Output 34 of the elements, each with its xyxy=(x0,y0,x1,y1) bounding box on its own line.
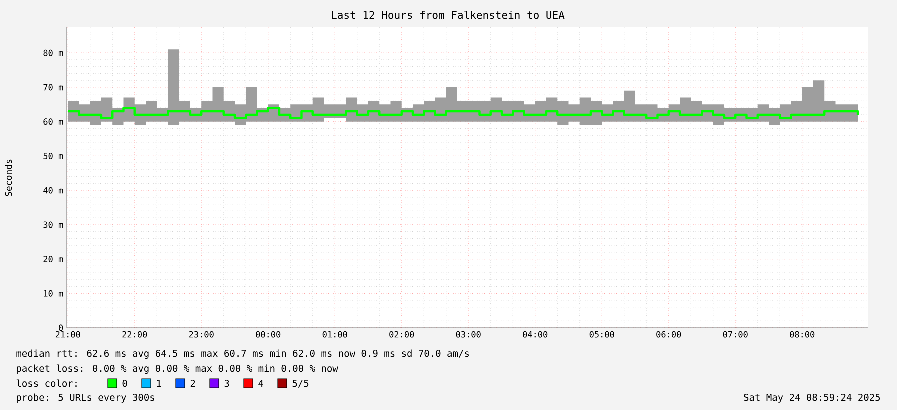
text: packet loss: 0.00 % avg 0.00 % max 0.00 % min 0.00 % now xyxy=(17,364,338,374)
legend-label: 3 xyxy=(224,380,230,388)
x-tick-label: 04:00 xyxy=(523,331,548,338)
x-tick-label: 01:00 xyxy=(322,331,348,338)
x-tick-label: 07:00 xyxy=(723,331,748,338)
y-tick-label: 70 m xyxy=(44,84,64,91)
y-tick-label: 30 m xyxy=(44,222,64,228)
legend-label: 4 xyxy=(258,380,264,387)
text: Sat May 24 08:59:24 2025 xyxy=(744,394,880,403)
x-tick-label: 05:00 xyxy=(590,331,614,338)
x-tick-label: 08:00 xyxy=(790,331,815,338)
x-tick-label: 21:00 xyxy=(56,331,80,338)
x-tick-label: 03:00 xyxy=(456,331,481,338)
y-tick-label: 0 xyxy=(59,324,64,332)
x-tick-label: 06:00 xyxy=(656,331,682,338)
y-tick-label: 80 m xyxy=(44,50,64,56)
legend-label: 1 xyxy=(157,380,162,387)
text: loss color: xyxy=(16,380,77,388)
y-axis-title: Seconds xyxy=(5,160,12,196)
y-tick-label: 10 m xyxy=(44,290,64,297)
legend-label: 0 xyxy=(122,380,128,388)
y-tick-label: 20 m xyxy=(44,256,64,262)
legend-label: 5/5 xyxy=(292,380,309,388)
chart-title: Last 12 Hours from Falkenstein to UEA xyxy=(332,10,565,20)
y-tick-label: 40 m xyxy=(44,187,64,194)
legend-label: 2 xyxy=(190,380,196,387)
y-tick-label: 60 m xyxy=(44,118,64,126)
x-tick-label: 02:00 xyxy=(390,331,414,338)
x-tick-label: 22:00 xyxy=(122,331,148,338)
text: median rtt: 62.6 ms avg 64.5 ms max 60.7 ms min 62.0 ms now 0.9 ms sd 70.0 am/s xyxy=(16,350,469,360)
x-tick-label: 00:00 xyxy=(256,331,281,338)
x-tick-label: 23:00 xyxy=(189,331,214,338)
y-tick-label: 50 m xyxy=(44,152,64,160)
text: probe: 5 URLs every 300s xyxy=(17,394,154,403)
